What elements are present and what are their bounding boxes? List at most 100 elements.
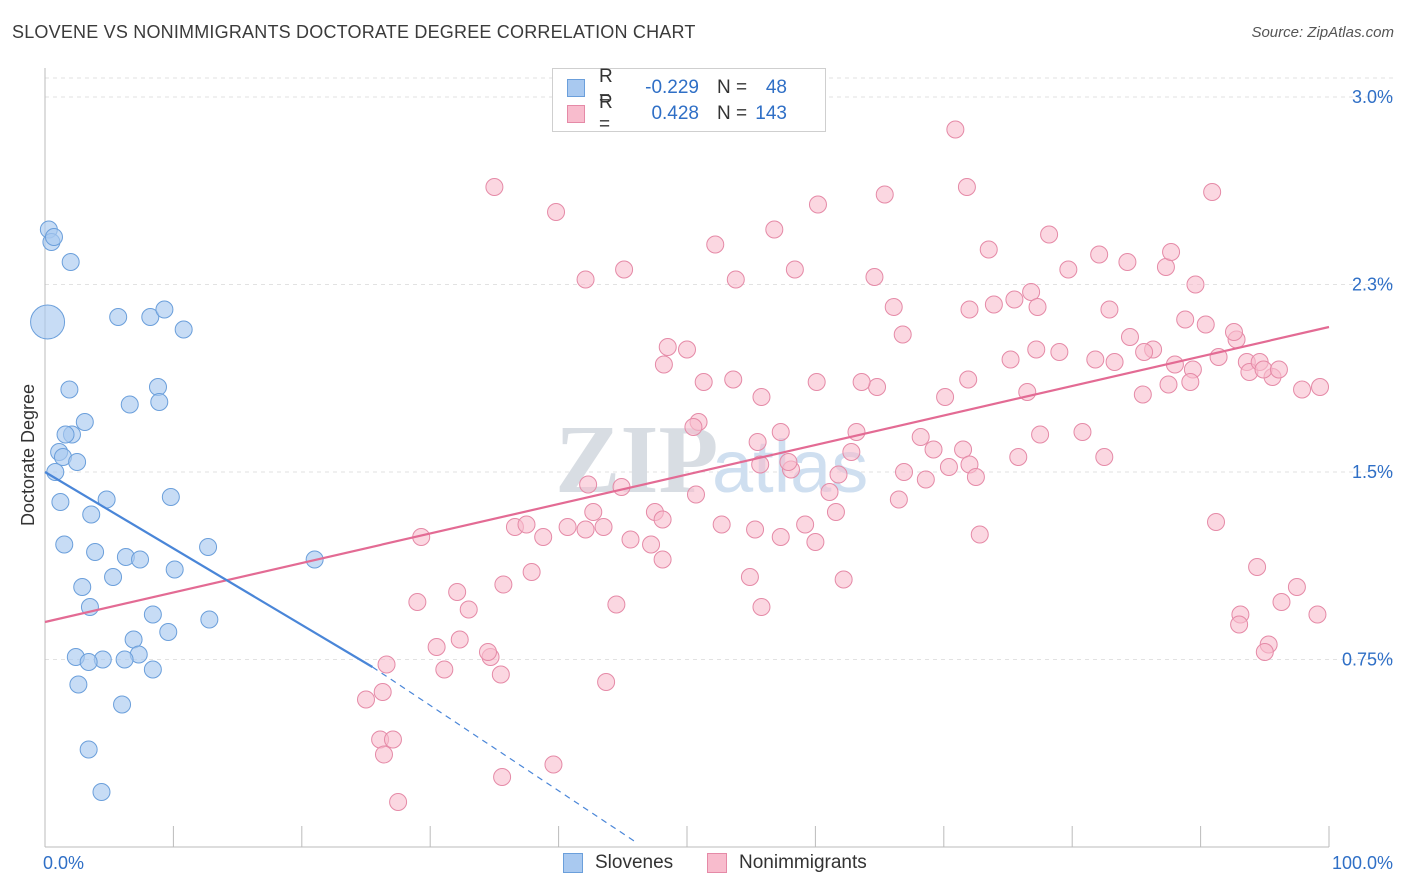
slovene-point (61, 253, 80, 271)
nonimmigrant-point (534, 528, 553, 546)
nonimmigrant-point (1196, 315, 1215, 334)
slovene-point (199, 538, 218, 556)
slovene-point (109, 308, 128, 326)
slovene-point (55, 535, 74, 554)
nonimmigrant-point (740, 568, 759, 586)
y-tick-label: 1.5% (1352, 462, 1393, 482)
slovene-point (115, 650, 134, 669)
nonimmigrant-point (960, 300, 979, 319)
nonimmigrant-point (694, 373, 713, 391)
nonimmigrant-point (1162, 243, 1181, 261)
nonimmigrant-point (808, 195, 827, 214)
nonimmigrant-point (612, 478, 631, 496)
nonimmigrant-point (1100, 300, 1119, 319)
slovene-point (104, 568, 123, 586)
nonimmigrant-point (517, 515, 536, 534)
slovene-point (30, 304, 66, 340)
nonimmigrant-point (584, 503, 603, 521)
nonimmigrant-point (752, 388, 771, 406)
nonimmigrant-point (1254, 360, 1273, 379)
slovenes-points (30, 220, 324, 801)
nonimmigrant-point (712, 515, 731, 534)
nonimmigrant-point (936, 388, 955, 406)
nonimmigrant-point (746, 520, 765, 539)
nonimmigrant-point (594, 518, 613, 536)
nonimmigrant-point (642, 535, 661, 554)
nonimmigrant-point (970, 525, 989, 544)
nonimmigrant-point (383, 730, 402, 749)
nonimmigrant-point (678, 340, 696, 359)
slovene-point (79, 740, 98, 759)
nonimmigrant-point (911, 428, 930, 446)
nonimmigrant-point (1090, 245, 1109, 264)
nonimmigrant-point (957, 178, 976, 196)
nonimmigrant-point (1293, 380, 1312, 399)
nonimmigrant-point (939, 458, 958, 476)
nonimmigrant-point (751, 455, 770, 474)
legend-n-label: N = (717, 103, 748, 124)
nonimmigrant-point (820, 483, 839, 501)
slovene-point (68, 453, 87, 471)
nonimmigrant-point (842, 443, 861, 461)
nonimmigrant-point (1059, 260, 1078, 279)
nonimmigrant-point (1311, 378, 1330, 396)
nonimmigrant-point (1255, 643, 1274, 661)
nonimmigrant-point (435, 660, 454, 679)
legend-item-nonimmigrants[interactable]: Nonimmigrants (707, 852, 867, 874)
nonimmigrant-point (1308, 605, 1327, 624)
nonimmigrant-point (597, 673, 616, 691)
nonimmigrant-point (658, 338, 677, 356)
x-tick-label: 100.0% (1332, 853, 1393, 873)
nonimmigrant-point (1073, 423, 1092, 441)
nonimmigrant-point (884, 298, 903, 316)
legend-swatch-nonimmigrants (567, 105, 585, 123)
nonimmigrant-point (1135, 343, 1154, 361)
slovene-point (161, 488, 180, 506)
slovene-point (159, 623, 178, 641)
nonimmigrant-point (373, 683, 392, 701)
source-label: Source: ZipAtlas.com (1251, 24, 1394, 41)
nonimmigrant-point (1176, 310, 1195, 329)
nonimmigrant-point (893, 325, 912, 344)
slovene-point (82, 505, 101, 524)
y-tick-label: 0.75% (1342, 650, 1393, 670)
nonimmigrant-point (448, 583, 467, 601)
slovene-point (79, 653, 98, 671)
nonimmigrant-point (1203, 183, 1222, 201)
nonimmigrant-point (748, 433, 767, 451)
nonimmigrants-points (357, 98, 1330, 811)
legend-n-value: 48 (765, 77, 787, 98)
slovene-point (165, 560, 184, 579)
nonimmigrant-point (807, 373, 826, 391)
nonimmigrant-point (779, 453, 798, 471)
nonimmigrant-point (1028, 298, 1047, 316)
nonimmigrant-point (558, 518, 577, 536)
nonimmigrant-point (653, 550, 672, 569)
nonimmigrant-point (806, 533, 825, 551)
nonimmigrant-point (829, 465, 848, 484)
nonimmigrant-point (1009, 448, 1028, 466)
legend-item-slovenes[interactable]: Slovenes (563, 852, 673, 874)
nonimmigrant-point (1287, 578, 1306, 596)
legend-label-slovenes: Slovenes (595, 852, 674, 873)
nonimmigrant-point (785, 260, 804, 279)
nonimmigrant-point (724, 370, 743, 389)
series-legend: Slovenes Nonimmigrants (0, 852, 1406, 878)
nonimmigrant-point (1230, 615, 1249, 634)
y-axis-label: Doctorate Degree (18, 384, 38, 526)
slovene-point (141, 308, 160, 326)
nonimmigrant-point (684, 418, 703, 436)
nonimmigrant-point (357, 690, 375, 709)
nonimmigrant-point (374, 745, 393, 764)
nonimmigrant-point (1269, 360, 1288, 379)
nonimmigrant-point (1005, 290, 1024, 309)
slovene-point (155, 300, 174, 319)
slovene-point (143, 605, 162, 624)
nonimmigrant-point (544, 755, 563, 774)
nonimmigrant-point (1095, 448, 1114, 466)
nonimmigrant-point (1181, 373, 1200, 391)
nonimmigrant-point (726, 270, 745, 289)
nonimmigrant-point (478, 643, 497, 661)
nonimmigrant-point (865, 268, 884, 286)
